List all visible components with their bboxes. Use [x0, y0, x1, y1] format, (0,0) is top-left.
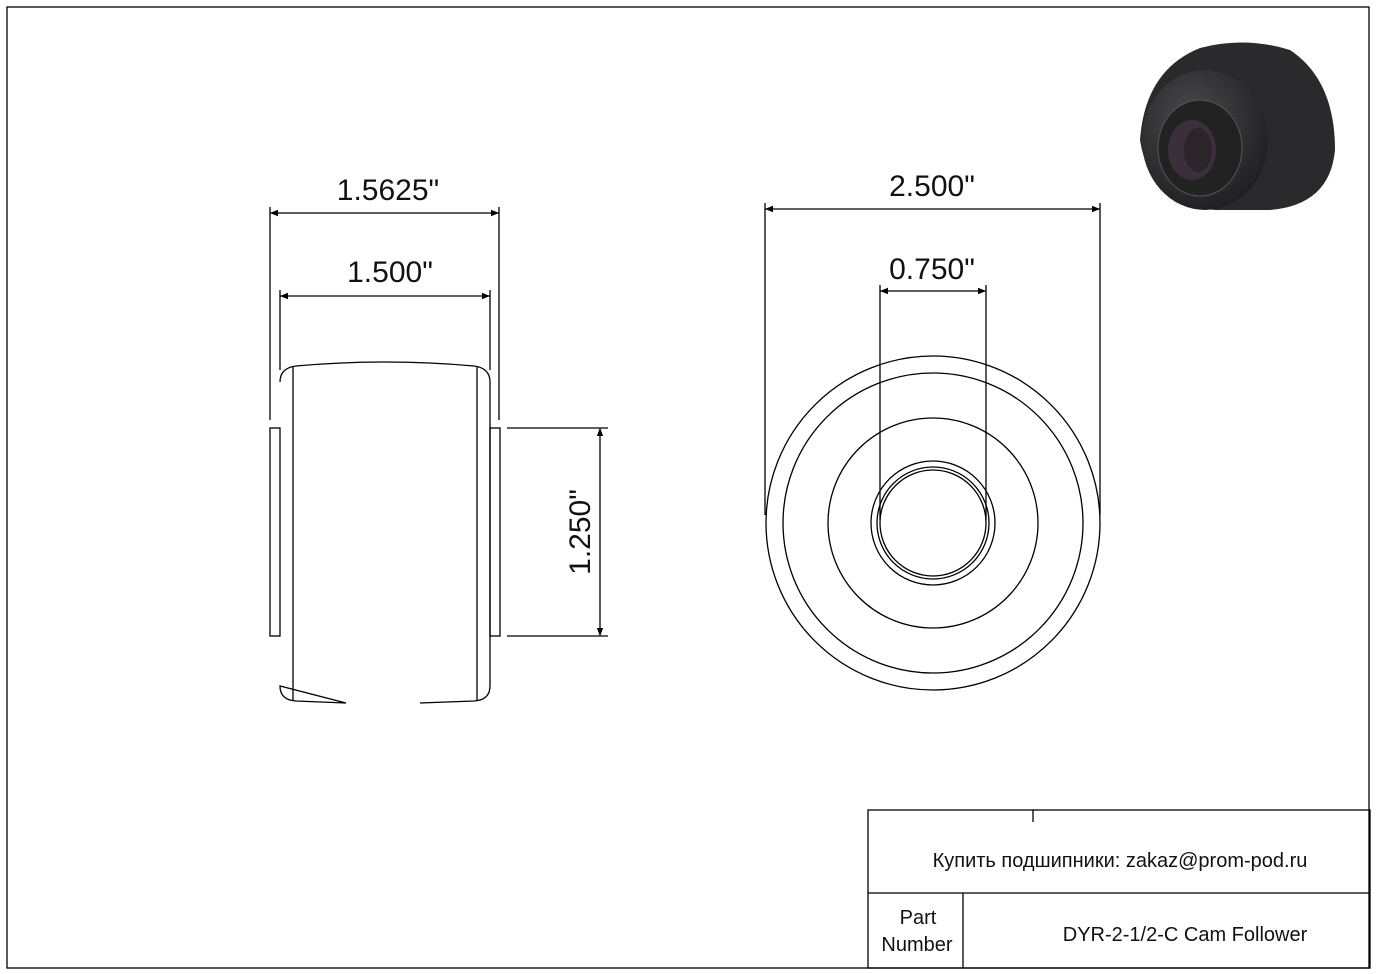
- front-view: 2.500" 0.750": [764, 170, 1101, 691]
- side-view: 1.5625" 1.500" 1.250": [269, 174, 608, 704]
- part-number: DYR-2-1/2-C Cam Follower: [1063, 924, 1308, 946]
- number-label: Number: [881, 934, 952, 956]
- buy-contact-text: Купить подшипники: zakaz@prom-pod.ru: [933, 850, 1308, 872]
- dim-outer-diameter: 2.500": [889, 170, 975, 203]
- title-block: Купить подшипники: zakaz@prom-pod.ru Par…: [867, 809, 1371, 969]
- dim-inner-height: 1.250": [564, 489, 597, 575]
- dim-bore-diameter: 0.750": [889, 253, 975, 286]
- dim-roller-width: 1.500": [347, 256, 433, 289]
- drawing-border: [6, 6, 1370, 969]
- dim-overall-width: 1.5625": [337, 174, 439, 207]
- part-label: Part: [900, 907, 937, 929]
- cam-follower-render: [1140, 42, 1335, 210]
